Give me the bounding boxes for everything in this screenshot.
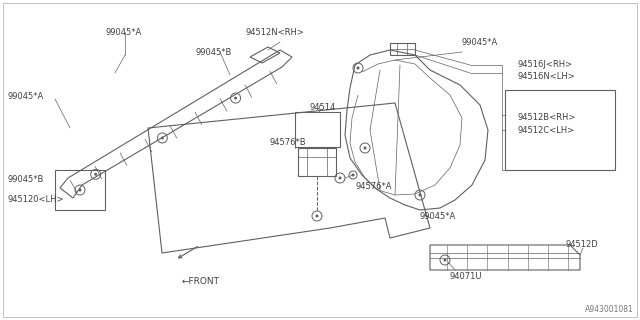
Circle shape <box>316 214 319 218</box>
Text: 99045*A: 99045*A <box>8 92 44 101</box>
Text: 99045*B: 99045*B <box>8 175 44 184</box>
Text: ←FRONT: ←FRONT <box>182 277 220 286</box>
Bar <box>295 112 340 147</box>
Circle shape <box>161 137 164 140</box>
Circle shape <box>351 173 355 177</box>
Text: 94512B<RH>: 94512B<RH> <box>518 113 577 122</box>
Circle shape <box>356 67 360 69</box>
Text: 94514: 94514 <box>310 103 336 112</box>
Circle shape <box>444 259 447 261</box>
Text: 94516J<RH>: 94516J<RH> <box>518 60 573 69</box>
Circle shape <box>364 147 367 149</box>
Circle shape <box>79 188 81 191</box>
Text: 94576*B: 94576*B <box>270 138 307 147</box>
Text: 945120<LH>: 945120<LH> <box>8 195 65 204</box>
Text: 94512C<LH>: 94512C<LH> <box>518 126 575 135</box>
Text: 99045*A: 99045*A <box>105 28 141 37</box>
Circle shape <box>339 177 342 180</box>
Bar <box>505 90 615 170</box>
Circle shape <box>419 194 422 196</box>
Text: 99045*A: 99045*A <box>420 212 456 221</box>
Text: 94516N<LH>: 94516N<LH> <box>518 72 576 81</box>
Bar <box>55 170 105 210</box>
Text: 94071U: 94071U <box>450 272 483 281</box>
Circle shape <box>234 97 237 100</box>
Text: A943001081: A943001081 <box>585 305 634 314</box>
Text: 99045*B: 99045*B <box>195 48 232 57</box>
Bar <box>298 148 336 176</box>
Text: 94512D: 94512D <box>565 240 598 249</box>
Text: 99045*A: 99045*A <box>462 38 499 47</box>
Circle shape <box>94 173 97 176</box>
Text: 94512N<RH>: 94512N<RH> <box>245 28 304 37</box>
Text: 94576*A: 94576*A <box>355 182 392 191</box>
